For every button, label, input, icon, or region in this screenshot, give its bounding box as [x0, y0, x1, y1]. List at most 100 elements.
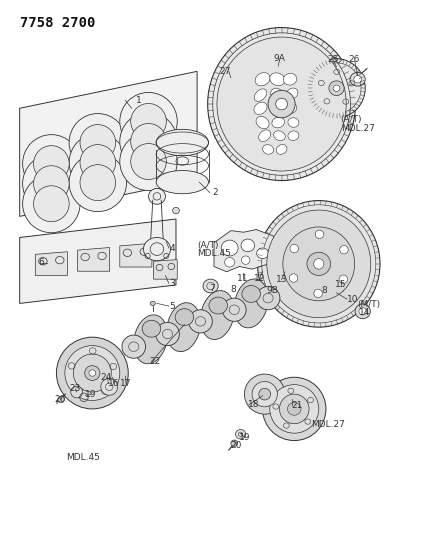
Text: 24: 24: [101, 373, 112, 382]
Text: (A/T): (A/T): [341, 115, 362, 124]
Ellipse shape: [23, 135, 80, 192]
Ellipse shape: [359, 308, 366, 315]
Ellipse shape: [288, 131, 299, 141]
Ellipse shape: [290, 244, 298, 253]
Ellipse shape: [200, 290, 234, 340]
Text: 23: 23: [69, 384, 80, 393]
Ellipse shape: [142, 320, 161, 337]
Ellipse shape: [89, 370, 96, 376]
Polygon shape: [20, 71, 197, 216]
Ellipse shape: [65, 345, 120, 400]
Text: 15: 15: [335, 280, 347, 289]
Text: 22: 22: [149, 357, 160, 366]
Text: 8: 8: [321, 286, 327, 295]
Ellipse shape: [314, 259, 324, 269]
Ellipse shape: [256, 116, 269, 128]
Ellipse shape: [150, 301, 155, 305]
Ellipse shape: [33, 166, 69, 201]
Ellipse shape: [131, 143, 166, 180]
Ellipse shape: [56, 337, 128, 409]
Text: 4: 4: [169, 244, 175, 253]
Ellipse shape: [189, 310, 212, 333]
Text: 21: 21: [291, 401, 302, 410]
Text: 3: 3: [169, 279, 175, 288]
Ellipse shape: [283, 227, 355, 301]
Ellipse shape: [69, 114, 127, 172]
Ellipse shape: [315, 230, 324, 239]
Ellipse shape: [276, 98, 288, 110]
Ellipse shape: [272, 117, 285, 128]
Ellipse shape: [318, 281, 330, 294]
Text: MDL.27: MDL.27: [341, 124, 374, 133]
Ellipse shape: [80, 165, 116, 200]
Ellipse shape: [235, 430, 246, 439]
Text: 19: 19: [84, 390, 96, 399]
Ellipse shape: [120, 133, 177, 191]
Ellipse shape: [208, 28, 356, 181]
Ellipse shape: [156, 171, 208, 193]
Ellipse shape: [241, 239, 255, 252]
Ellipse shape: [23, 155, 80, 213]
Ellipse shape: [69, 154, 127, 212]
Ellipse shape: [149, 189, 165, 204]
Text: 25: 25: [327, 55, 339, 64]
Ellipse shape: [134, 315, 167, 364]
Ellipse shape: [23, 175, 80, 233]
Ellipse shape: [120, 112, 177, 171]
Ellipse shape: [339, 275, 348, 284]
Ellipse shape: [156, 322, 179, 345]
Ellipse shape: [73, 354, 111, 392]
Ellipse shape: [268, 90, 295, 118]
Ellipse shape: [231, 440, 238, 446]
Ellipse shape: [314, 289, 322, 297]
Ellipse shape: [234, 279, 268, 328]
Ellipse shape: [283, 74, 297, 85]
Ellipse shape: [329, 81, 344, 95]
Ellipse shape: [120, 92, 177, 150]
Ellipse shape: [172, 207, 179, 214]
Ellipse shape: [33, 146, 69, 182]
Text: MDL.45: MDL.45: [66, 453, 100, 462]
Ellipse shape: [285, 103, 297, 114]
Ellipse shape: [270, 88, 282, 99]
Ellipse shape: [209, 297, 228, 314]
Ellipse shape: [166, 303, 200, 352]
Ellipse shape: [221, 240, 238, 256]
Ellipse shape: [254, 89, 267, 101]
Text: 18: 18: [248, 400, 259, 409]
Ellipse shape: [258, 200, 380, 327]
Ellipse shape: [71, 386, 83, 398]
Text: 8: 8: [230, 285, 236, 294]
Ellipse shape: [273, 131, 285, 141]
Ellipse shape: [255, 72, 270, 86]
Text: 12: 12: [254, 274, 265, 283]
Ellipse shape: [175, 309, 194, 326]
Text: (M/T): (M/T): [358, 300, 381, 309]
Ellipse shape: [101, 378, 118, 395]
Ellipse shape: [308, 59, 365, 118]
Ellipse shape: [354, 76, 361, 83]
Ellipse shape: [252, 382, 277, 407]
Ellipse shape: [69, 134, 127, 191]
Ellipse shape: [288, 118, 299, 127]
Ellipse shape: [58, 396, 65, 402]
Ellipse shape: [288, 402, 301, 415]
Text: 2: 2: [212, 188, 217, 197]
Ellipse shape: [307, 252, 330, 276]
Polygon shape: [154, 260, 177, 279]
Ellipse shape: [270, 103, 282, 114]
Ellipse shape: [223, 298, 246, 321]
Ellipse shape: [333, 85, 340, 91]
Text: 13: 13: [276, 275, 287, 284]
Text: MDL.27: MDL.27: [311, 420, 345, 429]
Text: 7: 7: [209, 284, 215, 293]
Text: 19: 19: [239, 433, 250, 442]
Text: 20: 20: [231, 441, 242, 450]
Ellipse shape: [131, 124, 166, 159]
Ellipse shape: [279, 394, 309, 424]
Ellipse shape: [286, 88, 298, 99]
Polygon shape: [120, 243, 152, 267]
Polygon shape: [20, 219, 176, 303]
Ellipse shape: [80, 125, 116, 160]
Ellipse shape: [156, 130, 208, 156]
